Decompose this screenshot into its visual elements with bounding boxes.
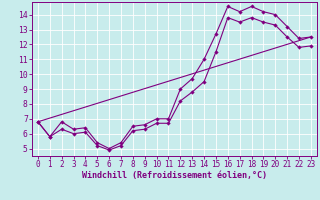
X-axis label: Windchill (Refroidissement éolien,°C): Windchill (Refroidissement éolien,°C) [82,171,267,180]
